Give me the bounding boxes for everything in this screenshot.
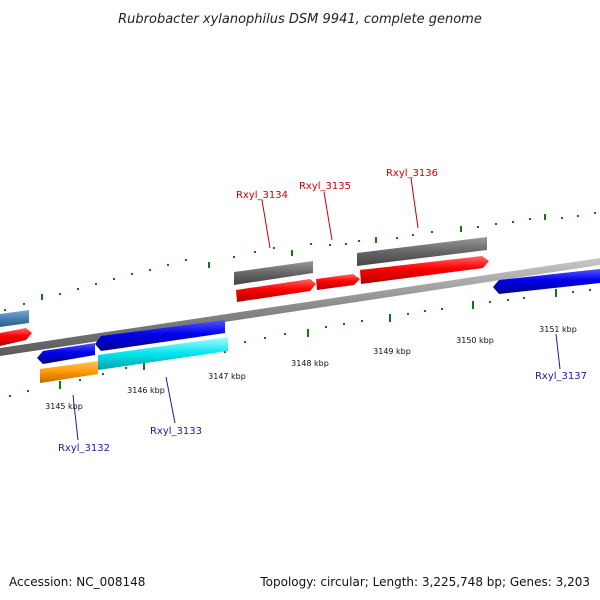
kbp-label: 3149 kbp bbox=[373, 347, 411, 356]
gene-arrow-blue bbox=[493, 269, 600, 294]
gene-label-rxyl-3134[interactable]: Rxyl_3134 bbox=[236, 190, 288, 201]
leader-line-rxyl-3134 bbox=[261, 199, 271, 249]
gene-arrow-blue bbox=[37, 343, 95, 364]
leader-line-rxyl-3136 bbox=[410, 177, 419, 229]
leader-line-rxyl-3133 bbox=[165, 376, 176, 424]
leader-line-rxyl-3132 bbox=[72, 394, 79, 441]
leader-line-rxyl-3137 bbox=[555, 333, 561, 370]
gene-steelblue-feature bbox=[0, 310, 29, 327]
gene-arrow-blue bbox=[95, 320, 225, 351]
gene-arrow-red bbox=[316, 274, 360, 290]
gene-arrow-red bbox=[236, 279, 316, 302]
kbp-label: 3150 kbp bbox=[456, 336, 494, 345]
kbp-label: 3148 kbp bbox=[291, 359, 329, 368]
kbp-label: 3145 kbp bbox=[45, 402, 83, 411]
gene-label-rxyl-3135[interactable]: Rxyl_3135 bbox=[299, 181, 351, 192]
kbp-label: 3151 kbp bbox=[539, 325, 577, 334]
gene-orange-feature bbox=[40, 361, 98, 383]
map-title: Rubrobacter xylanophilus DSM 9941, compl… bbox=[118, 12, 482, 27]
topology-text: Topology: circular; Length: 3,225,748 bp… bbox=[259, 575, 590, 589]
accession-text: Accession: NC_008148 bbox=[9, 575, 145, 589]
gene-label-rxyl-3137[interactable]: Rxyl_3137 bbox=[535, 371, 587, 382]
gene-arrow-red bbox=[0, 328, 32, 346]
leader-line-rxyl-3135 bbox=[323, 191, 333, 241]
gene-label-rxyl-3136[interactable]: Rxyl_3136 bbox=[386, 168, 438, 179]
kbp-labels: 3145 kbp 3146 kbp 3147 kbp 3148 kbp 3149… bbox=[45, 325, 577, 411]
gene-cyan-feature bbox=[98, 337, 228, 370]
gene-label-rxyl-3132[interactable]: Rxyl_3132 bbox=[58, 443, 110, 454]
kbp-label: 3147 kbp bbox=[208, 372, 246, 381]
gene-label-rxyl-3133[interactable]: Rxyl_3133 bbox=[150, 426, 202, 437]
kbp-label: 3146 kbp bbox=[127, 386, 165, 395]
gene-gray-feature bbox=[234, 261, 313, 285]
leader-lines bbox=[72, 177, 561, 441]
gene-arrow-red bbox=[360, 256, 489, 284]
upper-tick-ruler bbox=[4, 212, 596, 311]
gene-gray-feature bbox=[357, 237, 487, 266]
